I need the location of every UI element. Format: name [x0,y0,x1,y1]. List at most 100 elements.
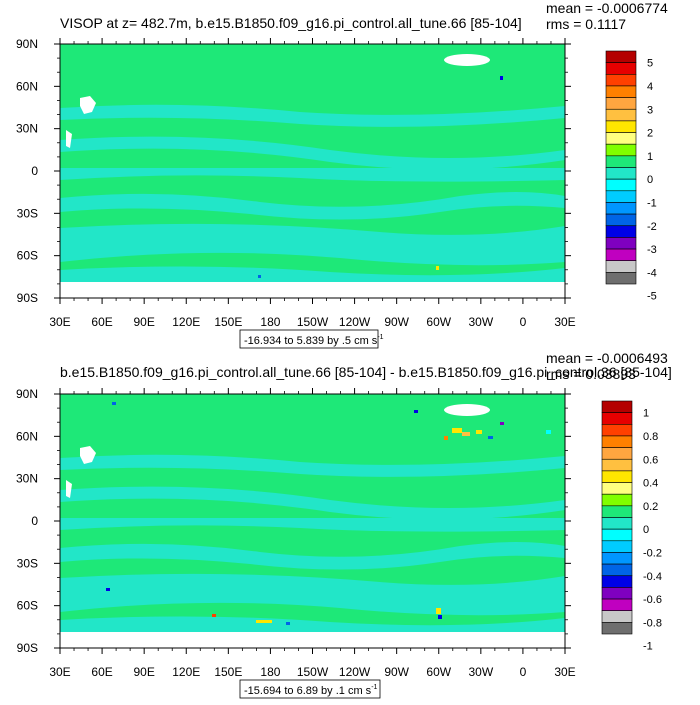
colorbar-swatch [601,622,633,635]
x-tick-label: 180 [260,665,280,679]
colorbar-label: -1 [643,641,653,653]
panel-1-cyan-band [60,192,565,220]
y-tick-label: 90S [17,291,38,305]
colorbar-swatch [605,74,637,87]
x-tick-label: 90E [133,665,154,679]
panel-1-cyan-band [60,266,565,282]
colorbar-label: 5 [647,58,653,70]
x-tick-label: 90E [133,315,154,329]
x-tick-label: 30W [468,315,493,329]
colorbar-label: -4 [647,267,657,279]
x-tick-label: 30E [49,665,70,679]
x-tick-label: 120E [172,665,200,679]
panel-1-caspian [80,96,96,114]
x-tick-label: 90W [384,665,409,679]
colorbar-label: -0.6 [643,594,662,606]
colorbar-label: 0.4 [643,478,658,490]
panel-2-title: b.e15.B1850.f09_g16.pi_control.all_tune.… [60,364,672,380]
colorbar-swatch [605,155,637,168]
colorbar-label: 0.2 [643,501,658,513]
panel-2-anomaly-cell [488,436,493,439]
panel-1: VISOP at z= 482.7m, b.e15.B1850.f09_g16.… [16,0,668,349]
panel-2-anomaly-cell [476,430,482,434]
y-tick-label: 60S [17,249,38,263]
panel-1-range-label: -16.934 to 5.839 by .5 cm s [244,335,378,347]
colorbar-label: -0.2 [643,547,662,559]
y-tick-label: 90N [16,387,38,401]
panel-2-cyan-band [60,616,565,632]
svg-text:-16.934 to 5.839 by .5 cm s-1: -16.934 to 5.839 by .5 cm s-1 [244,334,384,347]
x-tick-label: 30E [49,315,70,329]
y-tick-label: 60S [17,599,38,613]
panel-1-greenland [444,54,490,66]
y-tick-label: 90N [16,37,38,51]
colorbar-swatch [601,540,633,553]
x-tick-label: 120E [172,315,200,329]
panel-2-caspian [80,446,96,464]
panel-2-cyan-band [60,542,565,570]
panel-1-cyan-band [60,168,565,182]
colorbar-swatch [601,610,633,623]
colorbar-label: -1 [647,197,657,209]
colorbar-swatch [605,248,637,262]
colorbar-swatch [605,97,637,110]
colorbar-swatch [601,447,633,460]
colorbar-swatch [605,62,637,75]
panel-1-red-sea [66,130,72,148]
panel-1-small-cell [436,266,439,270]
panel-2-anomaly-cell [546,430,551,434]
panel-1-rms: rms = 0.1117 [546,16,626,32]
panel-2-anomaly-cell [112,402,116,405]
x-tick-label: 60E [91,665,112,679]
colorbar-swatch [605,120,637,133]
panel-2-range-box [239,679,381,699]
colorbar-label: 0.6 [643,454,658,466]
panel-1-antarctica [60,282,565,298]
panel-2-anomaly-cell [436,608,441,614]
panel-2-cyan-band [60,518,565,532]
panel-2-cyan-band [60,454,565,477]
x-tick-label: 30W [468,665,493,679]
colorbar-swatch [605,272,637,285]
panel-1-small-cell [500,76,503,80]
colorbar-label: 0.8 [643,431,658,443]
x-tick-label: 0 [520,665,527,679]
panel-2-anomaly-cell [256,620,272,623]
x-tick-label: 30E [554,665,575,679]
x-tick-label: 150W [297,315,329,329]
panel-1-mean: mean = -0.0006774 [546,0,668,16]
colorbar-label: 0 [643,524,649,536]
colorbar-label: -2 [647,221,657,233]
panel-1-cyan-band [60,223,565,266]
y-tick-label: 30S [17,556,38,570]
panel-2-range-label: -15.694 to 6.89 by .1 cm s [244,685,372,697]
panel-1-cyan-band [60,104,565,127]
colorbar-swatch [605,85,637,98]
panel-2-colorbar: 1 0.8 0.6 0.4 0.2 0 -0.2 -0.4 -0.6 -0.8 -1 [601,400,662,653]
x-tick-label: 180 [260,315,280,329]
y-tick-label: 30N [16,472,38,486]
panel-1-ticks: 30E 60E 90E 120E 150E 180 150W 120W 90W 60W 30W 0 30… [16,37,576,329]
colorbar-swatch [605,190,637,203]
y-tick-label: 0 [31,164,38,178]
colorbar-swatch [601,470,633,483]
colorbar-swatch [601,552,633,565]
colorbar-swatch [605,50,637,63]
panel-2-antarctica [60,632,565,648]
y-tick-label: 30S [17,206,38,220]
panel-1-colorbar: 5 4 3 2 1 0 -1 -2 -3 -4 -5 [605,50,657,303]
colorbar-swatch [605,213,637,227]
x-tick-label: 60W [426,315,451,329]
x-tick-label: 150E [214,315,242,329]
colorbar-label: 2 [647,128,653,140]
colorbar-swatch [601,412,633,425]
panel-2-anomaly-cell [414,410,418,413]
colorbar-swatch [601,528,633,542]
x-tick-label: 90W [384,315,409,329]
colorbar-swatch [605,237,637,250]
colorbar-label: -0.4 [643,571,662,583]
colorbar-swatch [605,225,637,238]
panel-1-cyan-band [60,136,565,170]
colorbar-swatch [605,167,637,180]
